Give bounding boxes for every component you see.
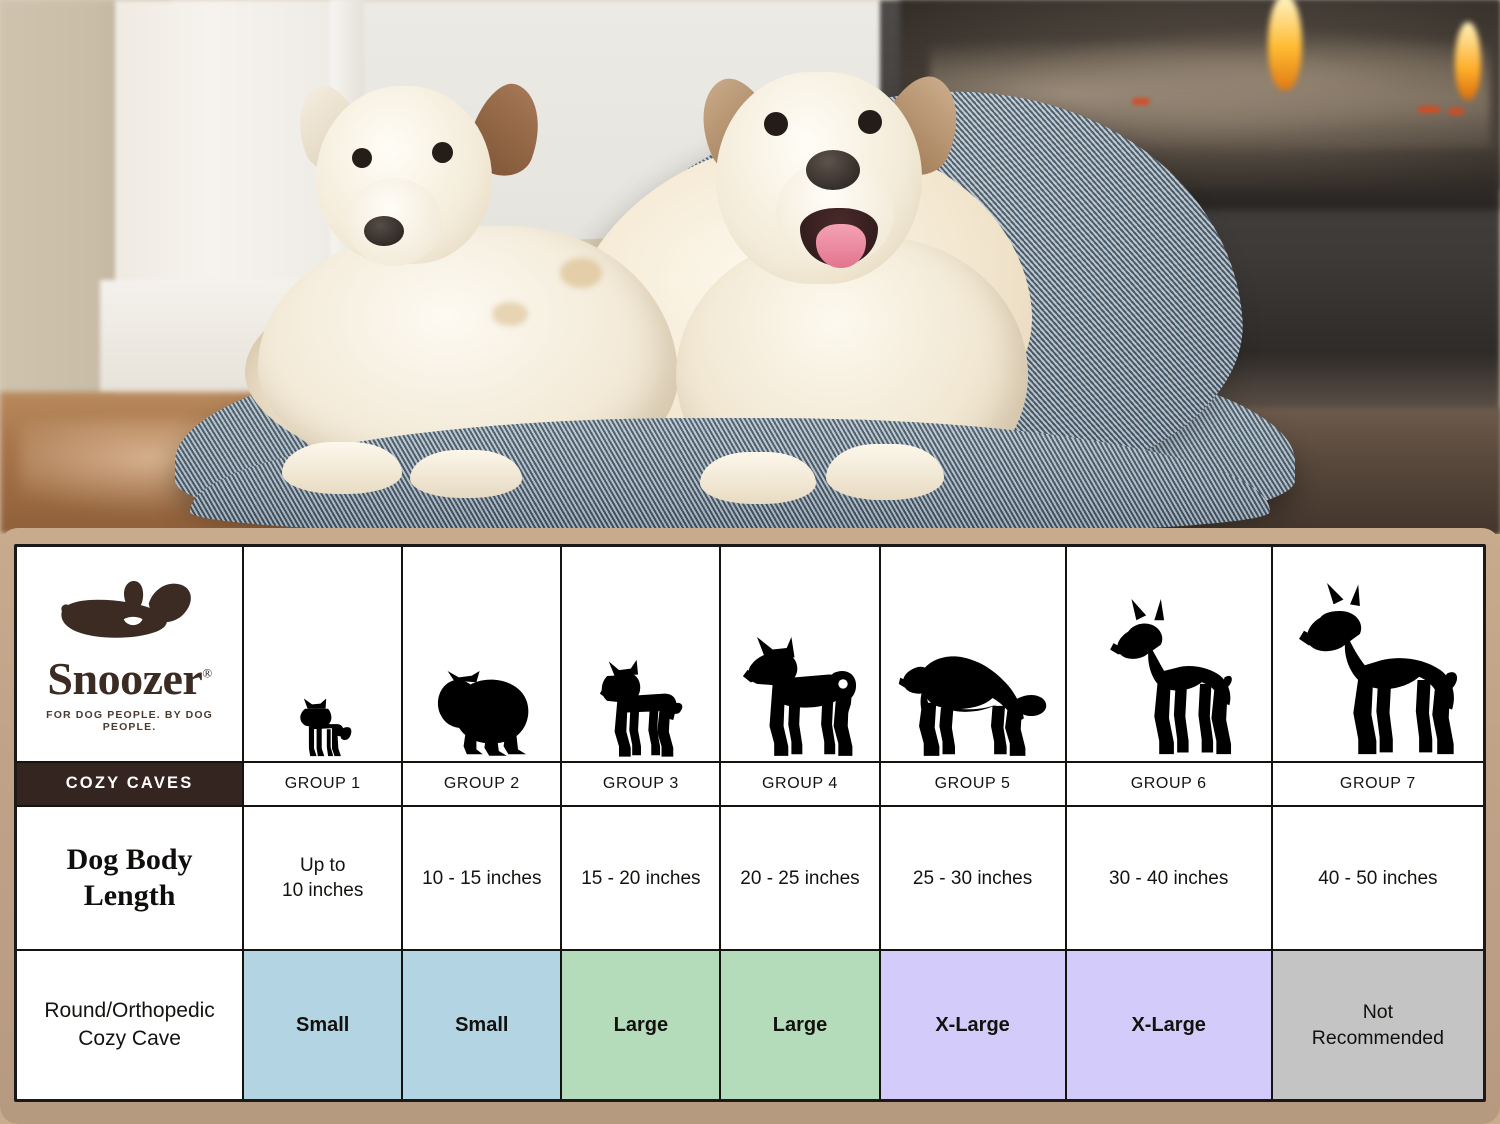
recommendation-value-group4: Large <box>772 1013 828 1036</box>
recommendation-cell-group7: Not Recommended <box>1270 949 1483 1099</box>
silhouette-cell-group5 <box>878 547 1067 763</box>
recommendation-value-group2: Small <box>455 1013 509 1036</box>
dog-right-paw <box>826 444 944 500</box>
recommendation-cell-group4: Large <box>719 949 881 1099</box>
dog-left-coat-spot <box>492 302 528 326</box>
recommendation-cell-group2: Small <box>401 949 563 1099</box>
length-value-group3: 15 - 20 inches <box>581 867 701 889</box>
group-header-row: COZY CAVES GROUP 1 GROUP 2 GROUP 3 GROUP… <box>17 760 1483 807</box>
silhouette-cell-group3 <box>560 547 722 763</box>
length-cell-group4: 20 - 25 inches <box>719 804 881 952</box>
shiba-inu-silhouette-icon <box>742 636 857 756</box>
brand-tagline: FOR DOG PEOPLE. BY DOG PEOPLE. <box>46 709 214 734</box>
size-chart-card: Snoozer® FOR DOG PEOPLE. BY DOG PEOPLE. <box>14 544 1486 1102</box>
dog-right-tongue <box>816 224 866 268</box>
doberman-silhouette-icon <box>1109 598 1232 754</box>
dog-left-paw <box>282 442 402 494</box>
length-value-group5: 25 - 30 inches <box>912 867 1033 889</box>
group-header-2: GROUP 2 <box>401 760 563 807</box>
silhouette-cell-group2 <box>401 547 563 763</box>
great-dane-silhouette-icon <box>1298 582 1457 754</box>
group-header-1: GROUP 1 <box>242 760 404 807</box>
group-header-4: GROUP 4 <box>719 760 881 807</box>
recommendation-value-group5: X-Large <box>935 1013 1010 1036</box>
row-label-dog-body-length: Dog Body Length <box>17 804 245 952</box>
recommendation-cell-group5: X-Large <box>878 949 1067 1099</box>
silhouette-cell-group6 <box>1064 547 1273 763</box>
recommendation-value-group3: Large <box>613 1013 669 1036</box>
group-header-7: GROUP 7 <box>1270 760 1483 807</box>
recommendation-cell-group3: Large <box>560 949 722 1099</box>
length-value-group2: 10 - 15 inches <box>422 867 542 889</box>
golden-retriever-silhouette-icon <box>898 656 1046 756</box>
dog-body-length-row: Dog Body Length Up to 10 inches 10 - 15 i… <box>17 804 1483 952</box>
recommendation-value-group1: Small <box>296 1013 350 1036</box>
group-header-6: GROUP 6 <box>1064 760 1273 807</box>
dog-right-nose <box>806 150 860 190</box>
recommendation-cell-group1: Small <box>242 949 404 1099</box>
snoozer-dog-logo-icon <box>60 581 191 639</box>
length-value-group4: 20 - 25 inches <box>740 867 860 889</box>
flame-icon <box>1268 0 1302 90</box>
group-header-5: GROUP 5 <box>878 760 1067 807</box>
row-label-line-1: Dog Body <box>66 842 193 876</box>
silhouette-cell-group7 <box>1270 547 1483 763</box>
length-value-group1: Up to 10 inches <box>282 855 364 902</box>
round-orthopedic-cozy-cave-row: Round/Orthopedic Cozy Cave Small Small L… <box>17 949 1483 1099</box>
length-value-group7: 40 - 50 inches <box>1318 867 1438 889</box>
brand-name: Snoozer <box>47 653 203 705</box>
dog-right-paw <box>700 452 816 504</box>
size-chart-frame: Snoozer® FOR DOG PEOPLE. BY DOG PEOPLE. <box>0 528 1500 1124</box>
pomeranian-silhouette-icon <box>437 670 529 756</box>
dog-left-eye <box>352 148 372 168</box>
row-label-line-2: Length <box>83 879 176 913</box>
brand-wordmark: Snoozer® <box>47 653 212 705</box>
dog-left-coat-spot <box>560 258 602 288</box>
dog-left-paw <box>410 450 522 498</box>
dog-right-eye <box>764 112 788 136</box>
registered-mark: ® <box>202 666 212 682</box>
flame-icon <box>1455 22 1481 100</box>
length-cell-group5: 25 - 30 inches <box>878 804 1067 952</box>
silhouette-cell-group4 <box>719 547 881 763</box>
boston-terrier-silhouette-icon <box>599 659 683 757</box>
size-chart-table: Snoozer® FOR DOG PEOPLE. BY DOG PEOPLE. <box>17 547 1483 1099</box>
ember-icon <box>1132 98 1150 105</box>
chihuahua-silhouette-icon <box>299 698 352 756</box>
length-cell-group7: 40 - 50 inches <box>1270 804 1483 952</box>
recommendation-value-group7: Not Recommended <box>1311 1000 1444 1050</box>
row-label-line-2: Cozy Cave <box>78 1027 181 1051</box>
silhouette-cell-group1 <box>242 547 404 763</box>
length-cell-group1: Up to 10 inches <box>242 804 404 952</box>
row-label-round-orthopedic: Round/Orthopedic Cozy Cave <box>17 949 245 1099</box>
recommendation-cell-group6: X-Large <box>1064 949 1273 1099</box>
ember-icon <box>1448 108 1464 115</box>
cozy-caves-band: COZY CAVES <box>17 760 245 807</box>
hero-photo <box>0 0 1500 534</box>
recommendation-value-group6: X-Large <box>1131 1013 1206 1036</box>
length-cell-group6: 30 - 40 inches <box>1064 804 1273 952</box>
brand-logo-cell: Snoozer® FOR DOG PEOPLE. BY DOG PEOPLE. <box>17 547 245 763</box>
dog-left-eye <box>432 142 453 163</box>
dog-right-eye <box>858 110 882 134</box>
silhouette-row: Snoozer® FOR DOG PEOPLE. BY DOG PEOPLE. <box>17 547 1483 763</box>
row-label-line-1: Round/Orthopedic <box>44 998 215 1022</box>
length-cell-group2: 10 - 15 inches <box>401 804 563 952</box>
length-cell-group3: 15 - 20 inches <box>560 804 722 952</box>
group-header-3: GROUP 3 <box>560 760 722 807</box>
dog-left-nose <box>364 216 404 246</box>
length-value-group6: 30 - 40 inches <box>1109 867 1229 889</box>
ember-icon <box>1418 106 1440 113</box>
